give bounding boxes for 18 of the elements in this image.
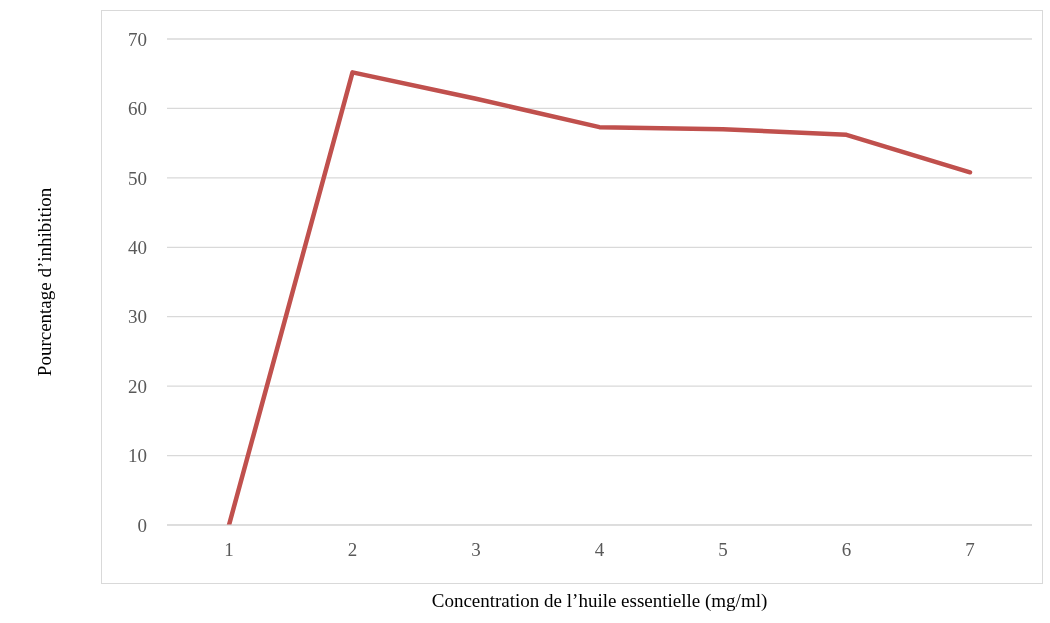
x-tick-label: 2 (347, 539, 358, 561)
x-axis-title: Concentration de l’huile essentielle (mg/ml) (431, 590, 768, 612)
y-tick-label: 40 (128, 237, 147, 259)
x-tick-label: 3 (471, 539, 481, 561)
y-tick-label: 20 (128, 375, 147, 397)
y-tick-label: 10 (128, 445, 147, 467)
y-axis-title: Pourcentage d’inhibition (33, 187, 55, 377)
y-tick-label: 0 (137, 514, 147, 536)
x-tick-label: 1 (224, 539, 234, 561)
x-tick-label: 5 (718, 539, 728, 561)
y-tick-label: 70 (128, 28, 147, 50)
x-tick-label: 4 (594, 539, 605, 561)
x-tick-label: 7 (965, 539, 975, 561)
y-tick-label: 30 (128, 306, 147, 328)
x-tick-label: 6 (841, 539, 852, 561)
line-series (226, 70, 973, 525)
y-tick-label: 60 (128, 98, 147, 120)
y-tick-label: 50 (128, 167, 147, 189)
